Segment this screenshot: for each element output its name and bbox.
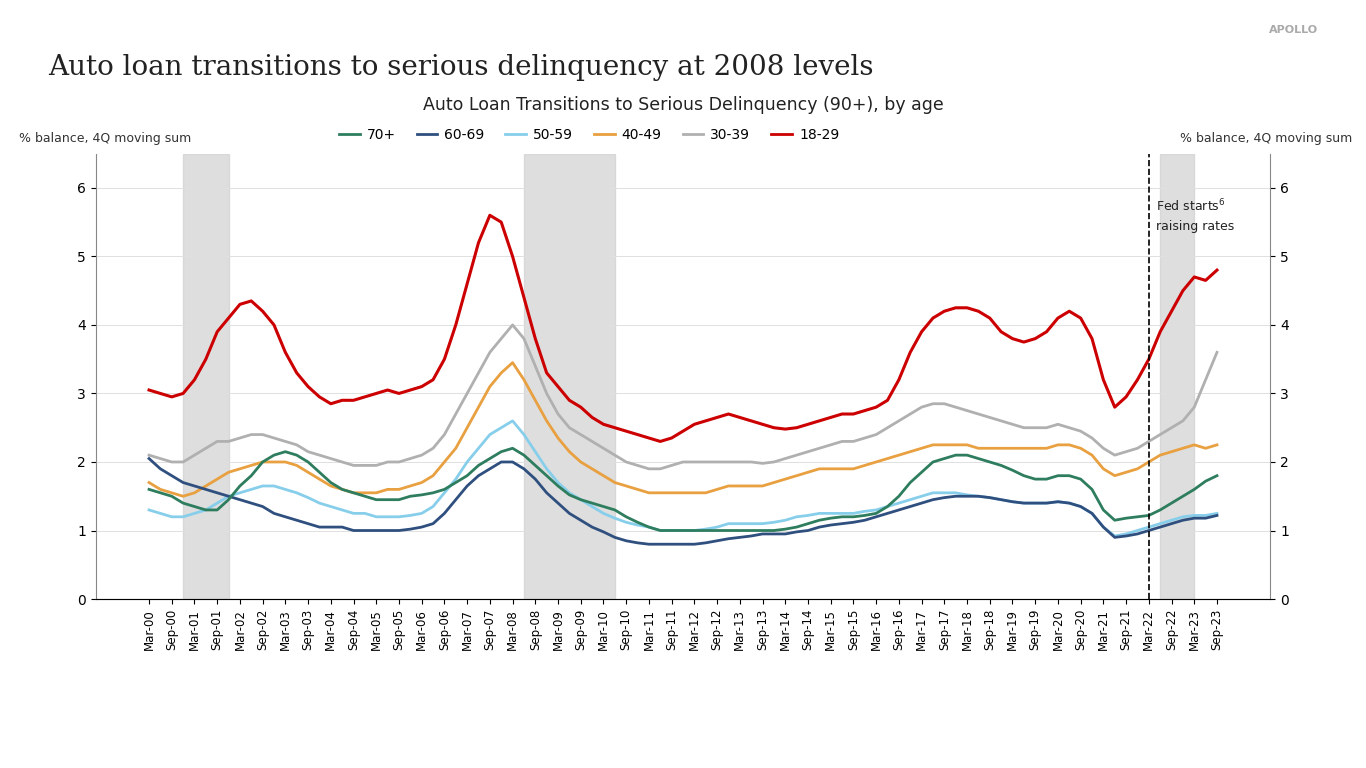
Text: Auto loan transitions to serious delinquency at 2008 levels: Auto loan transitions to serious delinqu… xyxy=(48,54,873,81)
Bar xyxy=(183,154,228,599)
Bar xyxy=(1160,154,1194,599)
Text: APOLLO: APOLLO xyxy=(1269,25,1318,35)
Bar xyxy=(525,154,615,599)
Text: % balance, 4Q moving sum: % balance, 4Q moving sum xyxy=(19,131,191,144)
Text: Fed starts$^{6}$
raising rates: Fed starts$^{6}$ raising rates xyxy=(1156,198,1233,233)
Text: Auto Loan Transitions to Serious Delinquency (90+), by age: Auto Loan Transitions to Serious Delinqu… xyxy=(422,95,944,114)
Text: % balance, 4Q moving sum: % balance, 4Q moving sum xyxy=(1180,131,1352,144)
Legend: 70+, 60-69, 50-59, 40-49, 30-39, 18-29: 70+, 60-69, 50-59, 40-49, 30-39, 18-29 xyxy=(333,123,844,147)
